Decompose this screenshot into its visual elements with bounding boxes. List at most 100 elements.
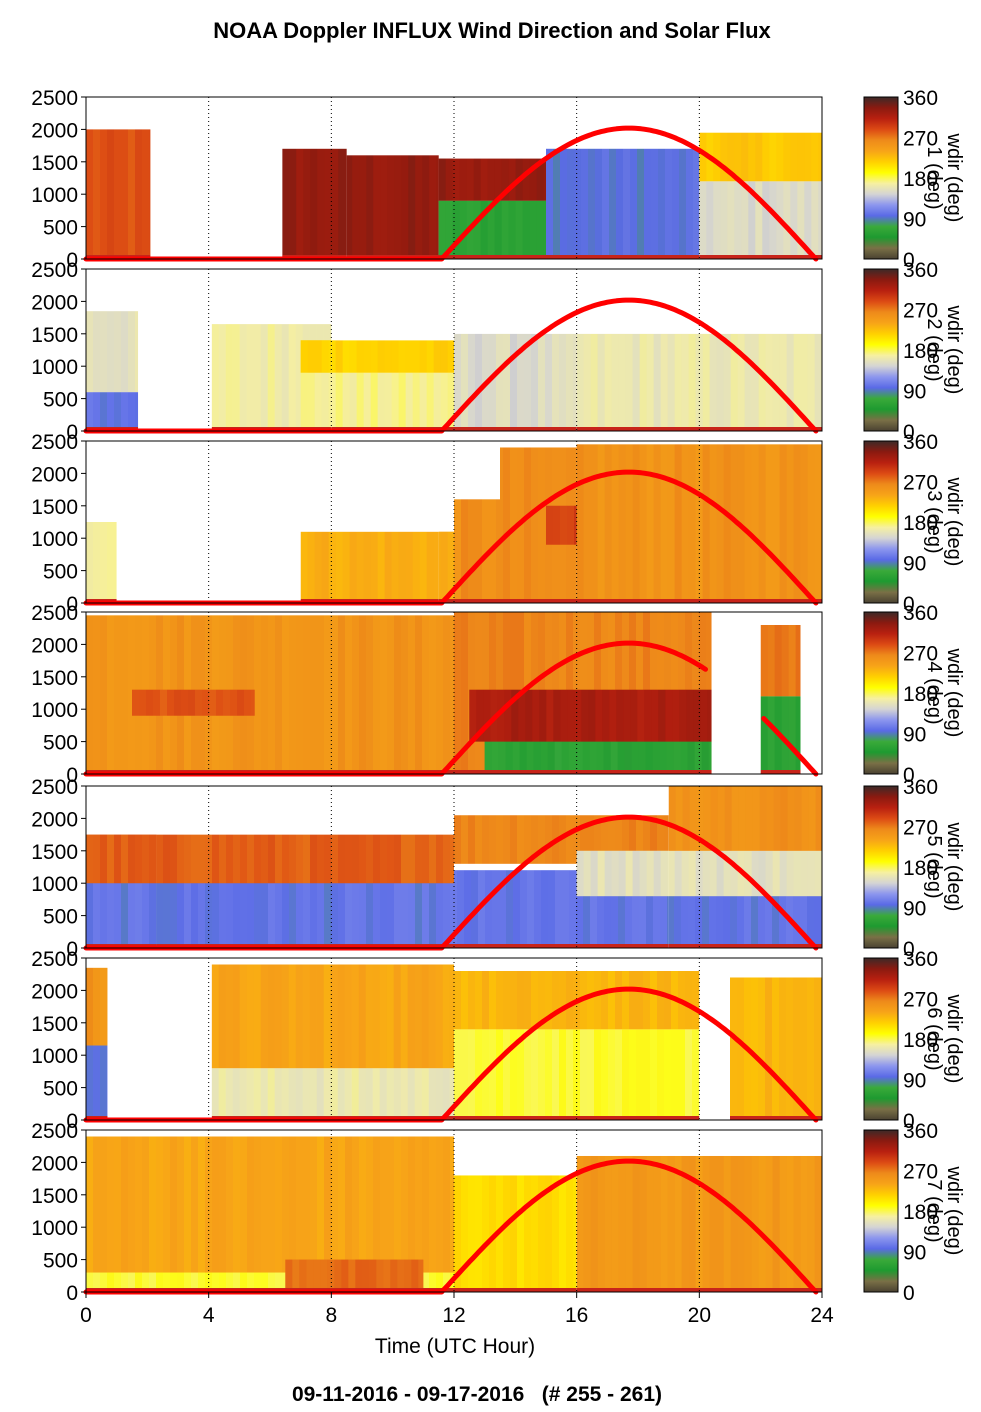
panel-frame bbox=[85, 957, 823, 1121]
wind-region bbox=[546, 148, 700, 259]
colorbar-label: wdir (deg) bbox=[943, 1166, 965, 1256]
wind-texture bbox=[289, 148, 297, 259]
colorbar-tick-label: 270 bbox=[903, 472, 938, 495]
wind-texture bbox=[480, 200, 488, 259]
wind-texture bbox=[107, 126, 114, 259]
wind-texture bbox=[100, 834, 107, 884]
wind-texture bbox=[539, 689, 547, 742]
wind-texture bbox=[191, 1272, 198, 1292]
colorbar-tick-label: 360 bbox=[903, 602, 938, 625]
wind-texture bbox=[100, 615, 107, 774]
wind-texture bbox=[786, 444, 794, 603]
wind-texture bbox=[616, 148, 623, 259]
wind-texture bbox=[254, 834, 261, 884]
wind-texture bbox=[352, 615, 359, 774]
wind-texture bbox=[615, 970, 622, 1030]
wind-texture bbox=[723, 333, 731, 431]
wind-texture bbox=[317, 1136, 324, 1292]
wind-texture bbox=[254, 1136, 261, 1292]
colorbar-tick-label: 270 bbox=[903, 643, 938, 666]
wind-texture bbox=[436, 834, 443, 884]
wind-texture bbox=[163, 126, 170, 259]
wind-texture bbox=[100, 311, 107, 393]
wind-texture bbox=[288, 324, 296, 431]
wind-texture bbox=[525, 689, 533, 742]
wind-texture bbox=[531, 815, 538, 864]
wind-texture bbox=[709, 870, 716, 948]
colorbar bbox=[863, 268, 899, 432]
wind-texture bbox=[700, 689, 708, 742]
wind-texture bbox=[687, 715, 695, 774]
wind-texture bbox=[672, 148, 679, 259]
wind-texture bbox=[128, 870, 135, 948]
wind-texture bbox=[636, 1029, 643, 1120]
wind-texture bbox=[548, 870, 555, 948]
wind-texture bbox=[731, 786, 739, 851]
wind-texture bbox=[660, 850, 668, 897]
wind-texture bbox=[527, 870, 534, 948]
wind-texture bbox=[394, 1136, 401, 1292]
wind-texture bbox=[818, 132, 822, 182]
wind-texture bbox=[212, 870, 219, 948]
wind-texture bbox=[153, 689, 160, 716]
wind-texture bbox=[604, 333, 612, 431]
wind-texture bbox=[741, 181, 749, 259]
wind-texture bbox=[128, 1136, 135, 1292]
wind-texture bbox=[351, 1068, 359, 1120]
wind-texture bbox=[611, 870, 618, 948]
wind-texture bbox=[198, 870, 205, 948]
y-tick-label: 0 bbox=[66, 249, 78, 272]
wind-texture bbox=[177, 1272, 184, 1292]
wind-texture bbox=[730, 444, 738, 603]
wind-texture bbox=[553, 689, 561, 742]
wind-texture bbox=[309, 1068, 317, 1120]
wind-texture bbox=[800, 977, 807, 1120]
wind-texture bbox=[814, 333, 822, 431]
solar-flux-curve bbox=[83, 640, 708, 777]
y-tick-label: 1000 bbox=[31, 528, 78, 551]
wind-texture bbox=[387, 148, 395, 259]
wind-texture bbox=[631, 715, 639, 774]
wind-region bbox=[86, 126, 212, 259]
wind-texture bbox=[348, 1259, 356, 1292]
day-label: 3 (deg) bbox=[923, 490, 945, 553]
wind-texture bbox=[459, 200, 467, 259]
wind-texture bbox=[426, 372, 434, 431]
wind-texture bbox=[260, 1068, 268, 1120]
wind-texture bbox=[387, 1136, 394, 1292]
y-tick-label: 1000 bbox=[31, 1045, 78, 1068]
wind-texture bbox=[800, 333, 808, 431]
wind-texture bbox=[93, 1272, 100, 1292]
wind-texture bbox=[660, 870, 667, 948]
wind-texture bbox=[695, 1155, 703, 1292]
wind-texture bbox=[475, 1029, 482, 1120]
wind-texture bbox=[345, 615, 352, 774]
wind-texture bbox=[587, 815, 594, 864]
wind-texture bbox=[779, 850, 787, 897]
wind-texture bbox=[310, 834, 317, 884]
wind-texture bbox=[380, 834, 387, 884]
wind-texture bbox=[673, 715, 681, 774]
wind-texture bbox=[226, 870, 233, 948]
wind-texture bbox=[741, 132, 749, 182]
y-tick-label: 1000 bbox=[31, 356, 78, 379]
wind-texture bbox=[786, 1155, 794, 1292]
wind-texture bbox=[751, 444, 759, 603]
wind-texture bbox=[323, 1068, 331, 1120]
wind-texture bbox=[793, 870, 800, 948]
wind-texture bbox=[706, 181, 714, 259]
wind-texture bbox=[727, 181, 735, 259]
wind-texture bbox=[737, 977, 744, 1120]
wind-texture bbox=[786, 850, 794, 897]
day-label: 1 (deg) bbox=[923, 146, 945, 209]
y-tick-label: 2000 bbox=[31, 634, 78, 657]
wind-texture bbox=[114, 1136, 121, 1292]
wind-texture bbox=[643, 970, 650, 1030]
solar-flux-curve bbox=[83, 297, 819, 434]
wind-texture bbox=[494, 200, 502, 259]
wind-texture bbox=[517, 1175, 524, 1292]
wind-texture bbox=[744, 444, 752, 603]
wind-texture bbox=[363, 340, 371, 373]
wind-texture bbox=[681, 333, 689, 431]
wind-texture bbox=[254, 615, 261, 774]
